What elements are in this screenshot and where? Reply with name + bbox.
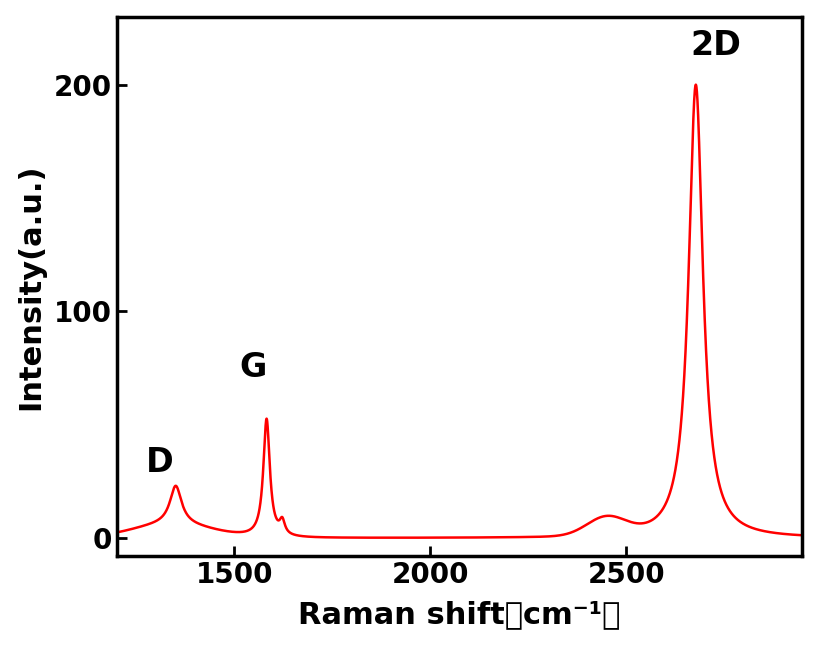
X-axis label: Raman shift（cm⁻¹）: Raman shift（cm⁻¹） bbox=[298, 600, 621, 629]
Text: G: G bbox=[240, 351, 267, 384]
Y-axis label: Intensity(a.u.): Intensity(a.u.) bbox=[16, 163, 46, 410]
Text: D: D bbox=[146, 446, 174, 479]
Text: 2D: 2D bbox=[690, 29, 742, 62]
